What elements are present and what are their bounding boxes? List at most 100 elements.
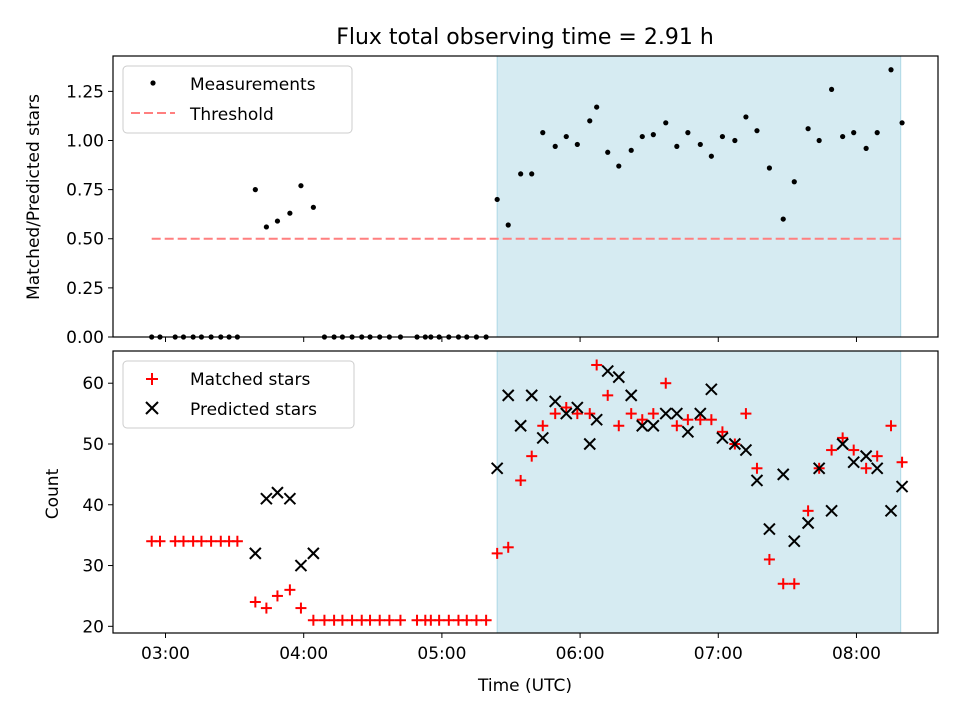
predicted-marker-b	[859, 449, 873, 463]
measurement-point	[494, 196, 500, 203]
matched-star-point	[260, 602, 272, 614]
predicted-marker-b	[716, 431, 729, 445]
predicted-marker-b	[525, 389, 538, 402]
predicted-marker-b	[612, 370, 625, 384]
predicted-star-point	[260, 492, 273, 505]
matched-star-point	[716, 426, 728, 438]
matched-star-point	[625, 408, 637, 420]
predicted-star-point	[490, 462, 504, 475]
matched-star-point	[682, 414, 694, 426]
bottom-panel: 20 30 40 50 60 03:00 04:00 05:00 06:00 07:00 08:0…	[43, 350, 939, 696]
predicted-star-point	[271, 486, 284, 499]
measurement-point	[674, 143, 680, 149]
x-tick-label: 07:00	[694, 644, 743, 664]
measurement-point	[685, 130, 691, 136]
predicted-marker-b	[763, 522, 776, 536]
predicted-marker-b	[681, 425, 695, 439]
predicted-marker-b	[490, 462, 504, 475]
matched-star-point	[318, 614, 330, 626]
predicted-star-point	[294, 559, 308, 572]
matched-star-point	[249, 596, 261, 608]
matched-star-point	[613, 420, 625, 432]
x-tick-label: 04:00	[279, 644, 328, 664]
bottom-y-tick-label: 60	[82, 374, 104, 394]
matched-star-point	[205, 535, 217, 547]
measurement-point	[505, 222, 511, 228]
measurement-point	[780, 216, 786, 222]
predicted-star-point	[670, 407, 684, 420]
matched-star-point	[788, 578, 800, 590]
predicted-marker-b	[549, 395, 562, 408]
top-y-tick-label: 0.75	[66, 181, 104, 201]
measurement-point	[574, 141, 580, 148]
predicted-star-point	[777, 468, 790, 481]
top-axes-frame	[112, 55, 939, 338]
predicted-marker-b	[659, 407, 672, 420]
measurement-point	[663, 120, 669, 126]
predicted-star-point	[601, 364, 614, 378]
matched-star-point	[837, 432, 849, 444]
predicted-star-point	[836, 437, 849, 451]
predicted-star-point	[801, 516, 815, 530]
predicted-marker-b	[870, 462, 884, 475]
measurement-point	[639, 133, 645, 140]
predicted-marker-b	[502, 389, 515, 402]
matched-star-point	[433, 614, 445, 626]
matched-star-point	[591, 359, 603, 371]
x-axis-label: Time (UTC)	[477, 676, 572, 696]
measurement-point	[650, 132, 656, 138]
predicted-marker-b	[283, 492, 297, 505]
predicted-star-point	[739, 443, 753, 457]
predicted-marker-b	[294, 559, 308, 572]
measurement-point	[708, 153, 714, 159]
top-y-tick-label: 1.00	[66, 131, 104, 151]
matched-star-point	[271, 590, 283, 602]
legend-predicted-label: Predicted stars	[190, 400, 317, 420]
predicted-marker-b	[694, 407, 707, 420]
predicted-star-point	[549, 395, 562, 408]
measurement-point	[310, 204, 316, 210]
measurement-point	[888, 67, 894, 73]
predicted-star-point	[750, 474, 764, 487]
legend-measurements-marker	[150, 80, 156, 86]
legend-measurements-label: Measurements	[190, 75, 316, 95]
predicted-star-point	[847, 456, 860, 469]
matched-star-point	[671, 420, 683, 432]
x-tick-label: 08:00	[832, 644, 881, 664]
predicted-star-point	[716, 431, 729, 445]
bottom-x-axis: 03:00 04:00 05:00 06:00 07:00 08:00	[141, 633, 881, 664]
predicted-star-point	[705, 383, 718, 396]
matched-star-point	[374, 614, 386, 626]
x-tick-label: 06:00	[556, 644, 605, 664]
measurement-point	[743, 114, 749, 120]
matched-star-point	[491, 547, 503, 559]
top-y-axis: 0.00 0.25 0.50 0.75 1.00 1.25	[66, 82, 113, 348]
predicted-marker-b	[601, 364, 614, 378]
predicted-marker-b	[560, 407, 573, 420]
predicted-star-point	[612, 370, 625, 384]
measurement-point	[605, 149, 611, 155]
legend-matched-marker	[146, 373, 158, 385]
predicted-star-point	[536, 431, 549, 445]
legend-predicted-marker	[145, 401, 159, 415]
matched-star-point	[860, 462, 872, 474]
matched-star-point	[751, 462, 763, 474]
top-x-ticks	[165, 337, 857, 342]
predicted-star-point	[636, 419, 649, 432]
bottom-legend: Matched stars Predicted stars	[122, 360, 355, 429]
predicted-star-point	[502, 389, 515, 402]
predicted-star-point	[583, 437, 596, 451]
bottom-y-axis-label: Count	[43, 468, 63, 519]
figure-title: Flux total observing time = 2.91 h	[336, 25, 714, 50]
matched-star-point	[177, 535, 189, 547]
predicted-marker-b	[884, 504, 898, 518]
matched-star-point	[443, 614, 455, 626]
top-y-axis-label: Matched/Predicted stars	[24, 94, 44, 300]
predicted-star-point	[249, 547, 262, 560]
bottom-y-tick-label: 40	[82, 496, 104, 516]
matched-star-point	[537, 420, 549, 432]
top-y-tick-label: 0.25	[66, 279, 104, 299]
predicted-star-point	[763, 522, 776, 536]
matched-star-point	[636, 414, 648, 426]
